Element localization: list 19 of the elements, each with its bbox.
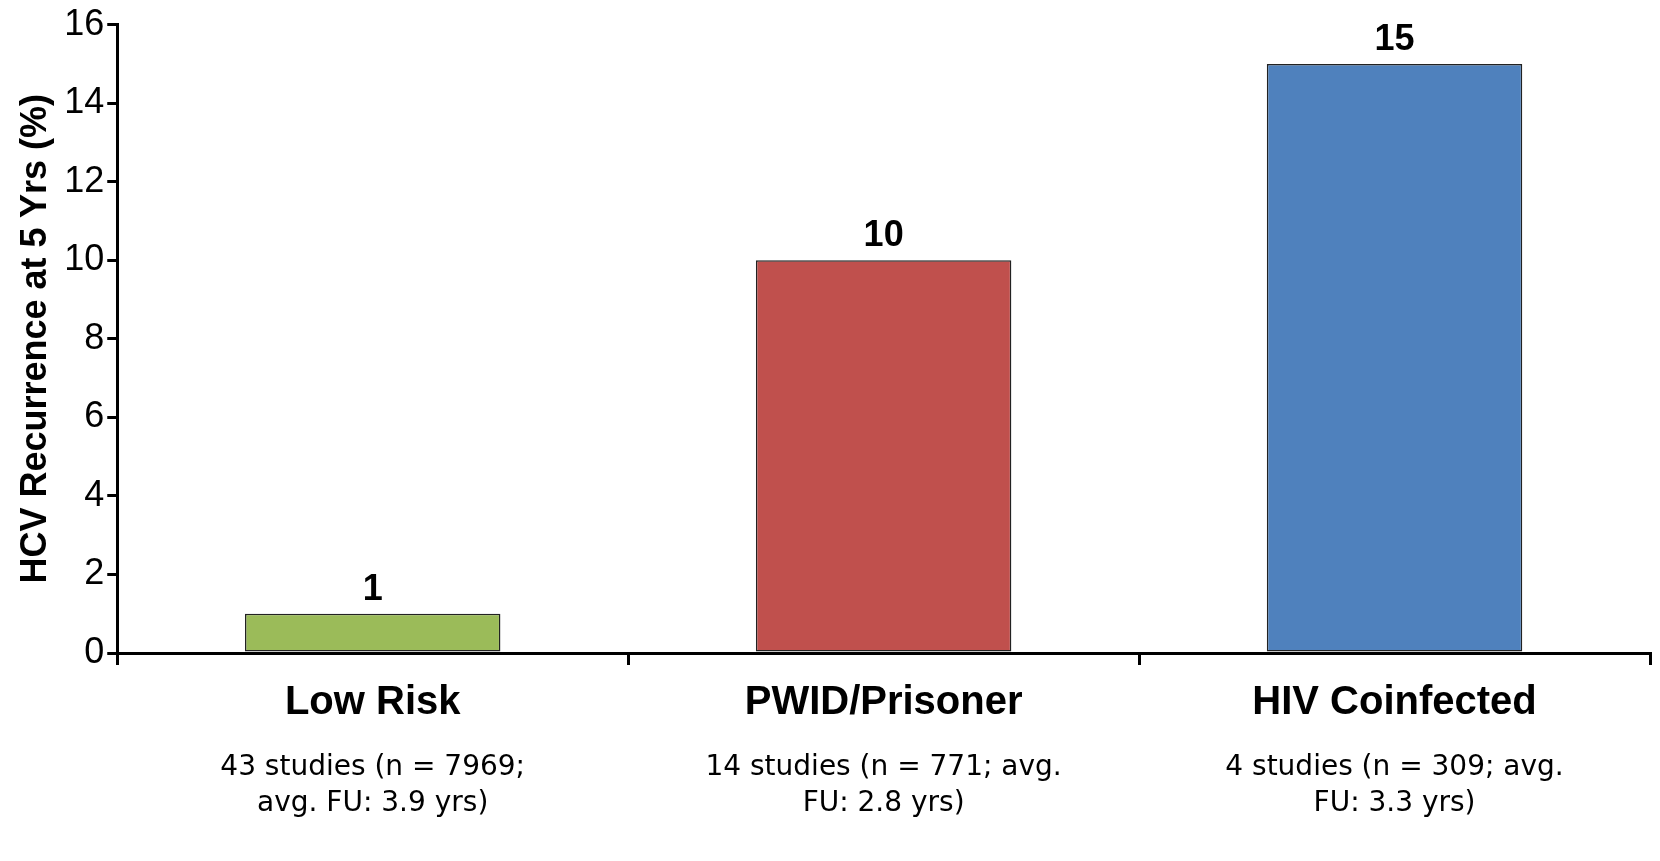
x-tick-label: PWID/Prisoner xyxy=(744,678,1023,723)
y-tick-label: 10 xyxy=(64,237,105,279)
y-tick-label: 6 xyxy=(84,394,105,436)
data-label: 10 xyxy=(863,213,904,255)
y-tick-label: 0 xyxy=(84,629,105,671)
y-tick-label: 4 xyxy=(84,472,105,514)
y-tick-label: 16 xyxy=(64,1,105,43)
y-tick-label: 12 xyxy=(64,158,105,200)
text: 43 studies (n = 7969; avg. FU: 3.9 yrs) xyxy=(219,748,527,820)
data-label: 1 xyxy=(362,566,383,608)
y-axis-title: HCV Recurrence at 5 Yrs (%) xyxy=(12,94,54,584)
y-tick-label: 2 xyxy=(84,551,105,593)
y-tick-label: 14 xyxy=(64,80,105,122)
text: 4 studies (n = 309; avg. FU: 3.3 yrs) xyxy=(1224,748,1565,820)
x-tick-label: HIV Coinfected xyxy=(1252,678,1537,723)
y-tick-label: 8 xyxy=(84,315,105,357)
text: 14 studies (n = 771; avg. FU: 2.8 yrs) xyxy=(704,748,1063,820)
x-tick-label: Low Risk xyxy=(284,678,462,723)
data-label: 15 xyxy=(1374,16,1415,58)
